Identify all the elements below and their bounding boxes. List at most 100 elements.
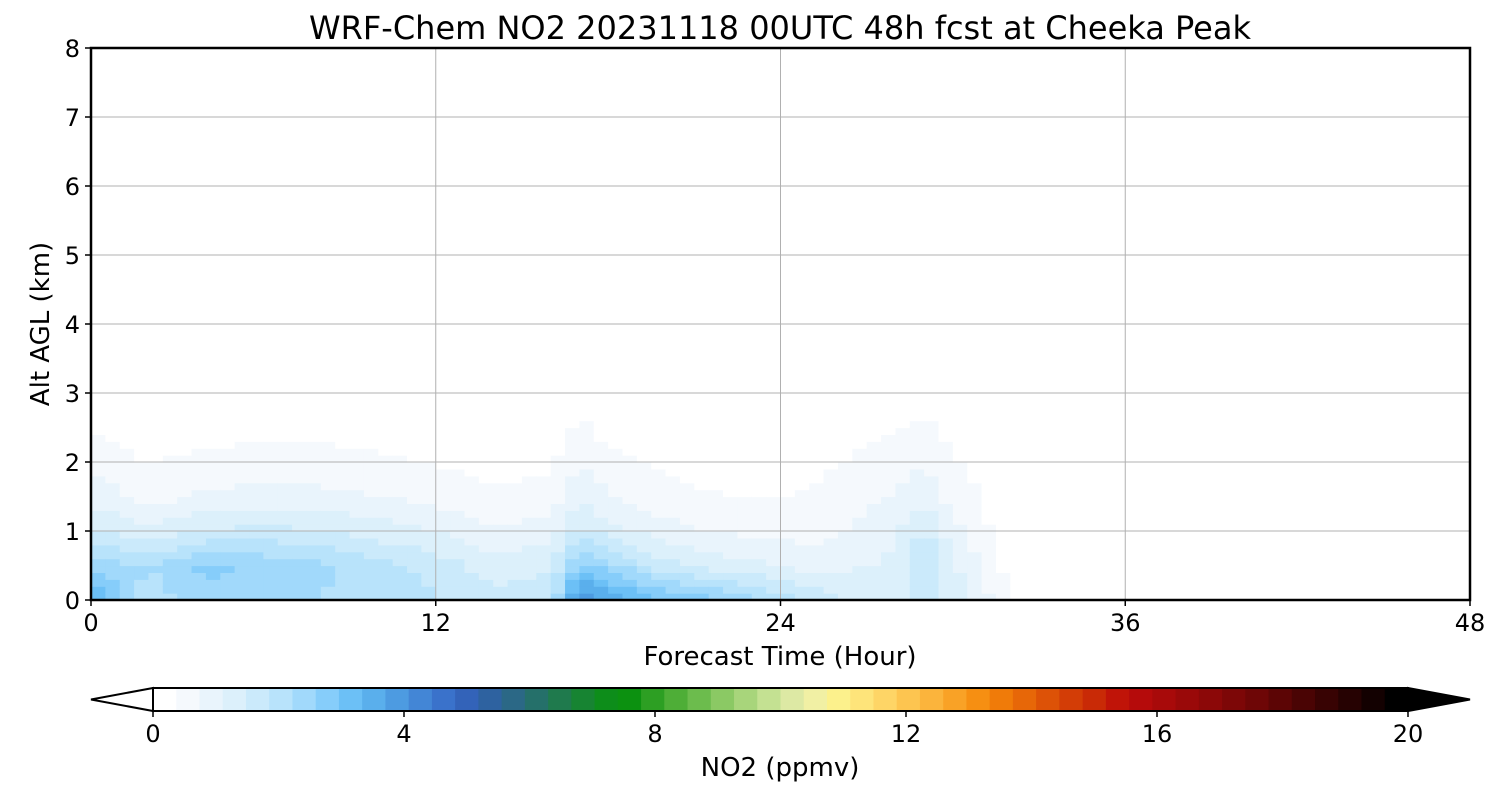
heatmap-cell	[205, 82, 221, 90]
heatmap-cell	[565, 358, 580, 366]
heatmap-cell	[91, 489, 106, 498]
heatmap-cell	[220, 462, 236, 470]
heatmap-cell	[320, 234, 336, 242]
heatmap-cell	[823, 531, 839, 539]
heatmap-cell	[478, 337, 494, 346]
heatmap-cell	[177, 103, 193, 111]
heatmap-cell	[119, 227, 135, 235]
heatmap-cell	[766, 593, 782, 600]
heatmap-cell	[909, 241, 925, 249]
heatmap-cell	[450, 227, 466, 235]
heatmap-cell	[119, 544, 135, 553]
heatmap-cell	[565, 96, 580, 104]
heatmap-cell	[766, 558, 782, 567]
heatmap-cell	[751, 565, 767, 573]
heatmap-cell	[249, 123, 264, 132]
heatmap-cell	[105, 441, 121, 449]
heatmap-cell	[91, 206, 106, 215]
heatmap-cell	[737, 206, 753, 215]
heatmap-cell	[205, 151, 221, 159]
heatmap-cell	[191, 337, 207, 346]
heatmap-cell	[866, 268, 882, 277]
heatmap-cell	[349, 255, 365, 263]
heatmap-cell	[91, 317, 106, 325]
heatmap-cell	[435, 372, 451, 380]
heatmap-cell	[134, 213, 150, 222]
heatmap-cell	[636, 165, 652, 173]
heatmap-cell	[579, 448, 595, 456]
heatmap-cell	[837, 234, 853, 242]
heatmap-cell	[723, 413, 738, 422]
heatmap-cell	[177, 510, 193, 518]
heatmap-cell	[378, 275, 394, 284]
heatmap-cell	[895, 110, 911, 118]
heatmap-cell	[708, 61, 724, 70]
heatmap-cell	[378, 337, 394, 346]
heatmap-cell	[392, 255, 408, 263]
heatmap-cell	[234, 482, 250, 491]
heatmap-cell	[636, 358, 652, 366]
heatmap-cell	[421, 48, 437, 56]
heatmap-cell	[723, 296, 738, 304]
heatmap-cell	[909, 510, 925, 518]
heatmap-cell	[320, 330, 336, 339]
heatmap-cell	[737, 379, 753, 387]
heatmap-cell	[220, 117, 236, 125]
heatmap-cell	[565, 503, 580, 511]
heatmap-cell	[593, 96, 609, 104]
heatmap-cell	[881, 427, 897, 435]
heatmap-cell	[363, 544, 379, 553]
heatmap-cell	[249, 344, 264, 353]
heatmap-cell	[708, 455, 724, 463]
heatmap-cell	[766, 206, 782, 215]
heatmap-cell	[823, 117, 839, 125]
heatmap-cell	[392, 448, 408, 456]
heatmap-cell	[263, 234, 279, 242]
heatmap-cell	[708, 206, 724, 215]
heatmap-cell	[565, 517, 580, 525]
heatmap-cell	[938, 75, 954, 84]
heatmap-cell	[421, 448, 437, 456]
heatmap-cell	[407, 310, 422, 318]
heatmap-cell	[378, 344, 394, 353]
heatmap-cell	[665, 448, 681, 456]
heatmap-cell	[565, 213, 580, 222]
heatmap-cell	[852, 317, 868, 325]
heatmap-cell	[249, 427, 264, 435]
heatmap-cell	[263, 199, 279, 208]
heatmap-cell	[320, 517, 336, 525]
heatmap-cell	[852, 517, 868, 525]
heatmap-cell	[550, 213, 566, 222]
heatmap-cell	[694, 351, 710, 360]
heatmap-cell	[679, 324, 695, 332]
heatmap-cell	[723, 496, 738, 504]
heatmap-cell	[938, 54, 954, 63]
heatmap-cell	[464, 179, 480, 187]
heatmap-cell	[349, 241, 365, 249]
heatmap-cell	[335, 455, 351, 463]
heatmap-cell	[737, 282, 753, 291]
heatmap-cell	[938, 386, 954, 394]
heatmap-cell	[967, 68, 983, 77]
heatmap-cell	[852, 103, 868, 111]
heatmap-cell	[91, 420, 106, 429]
heatmap-cell	[335, 434, 351, 442]
heatmap-cell	[134, 372, 150, 380]
heatmap-cell	[665, 399, 681, 408]
heatmap-cell	[205, 434, 221, 442]
heatmap-cell	[292, 503, 308, 511]
heatmap-cell	[162, 351, 178, 360]
heatmap-cell	[392, 186, 408, 194]
heatmap-cell	[249, 241, 264, 249]
heatmap-cell	[263, 358, 279, 366]
heatmap-cell	[493, 468, 509, 477]
heatmap-cell	[608, 489, 624, 498]
heatmap-cell	[593, 227, 609, 235]
heatmap-cell	[694, 579, 710, 587]
heatmap-cell	[766, 344, 782, 353]
heatmap-cell	[565, 586, 580, 594]
heatmap-cell	[909, 61, 925, 70]
heatmap-cell	[220, 434, 236, 442]
heatmap-cell	[550, 282, 566, 291]
heatmap-cell	[407, 358, 422, 366]
